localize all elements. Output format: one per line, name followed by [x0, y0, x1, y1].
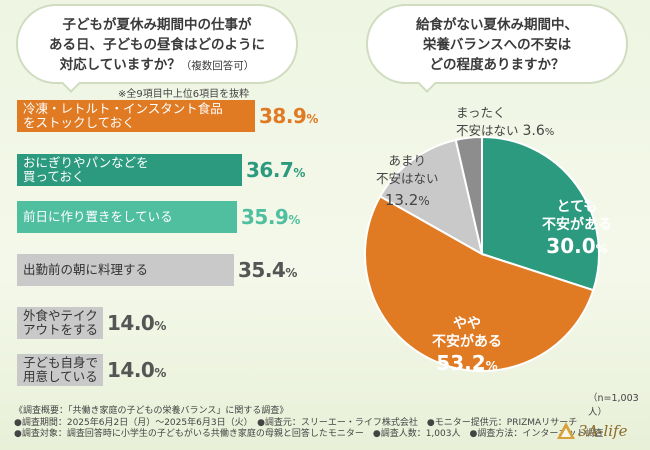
logo-triangle-icon	[557, 422, 575, 439]
percent-sign: %	[288, 213, 300, 227]
pie-slice-name: 不安はない 3.6%	[456, 123, 555, 139]
pie-slice-label: やや不安がある 53.2%	[432, 315, 502, 378]
bubble-tail	[61, 73, 81, 93]
left-question-bubble: 子どもが夏休み期間中の仕事が ある日、子どもの昼食はどのように 対応していますか…	[16, 4, 298, 93]
bar: 出勤前の朝に料理する	[17, 254, 234, 286]
bar-value-label: 38.9%	[259, 104, 318, 128]
percent-sign: %	[485, 359, 498, 373]
percent-sign: %	[595, 242, 608, 256]
percent-sign: %	[418, 194, 430, 208]
pie-slice	[481, 135, 600, 292]
percent-sign: %	[285, 266, 297, 280]
bar-label-line: 冷凍・レトルト・インスタント食品	[23, 101, 223, 116]
pie-slice-label: まったく不安はない 3.6%	[456, 104, 554, 142]
left-question-line: 子どもが夏休み期間中の仕事が	[62, 17, 252, 33]
pie-slice-name: まったく	[456, 105, 506, 120]
pie-chart: とても 不安がある 30.0% やや 不安がある 53.2% あまり 不安はない 13.2% まっ…	[360, 90, 650, 390]
bar-label-line: 前日に作り置きをしている	[23, 209, 173, 224]
survey-line: ●調査期間：2025年6月2日（月）～2025年6月3日（火） ●調査元：スリー…	[14, 417, 578, 428]
bar-value-label: 35.4%	[238, 258, 297, 282]
pie-slice-name: 不安はない	[376, 171, 439, 186]
right-question-line: 栄養バランスへの不安は	[422, 37, 572, 53]
bar: おにぎりやパンなどを 買っておく	[17, 154, 242, 186]
pie-slice	[454, 135, 483, 255]
bar-value-label: 14.0%	[107, 311, 166, 335]
left-question-line-text: 対応していますか？	[59, 57, 181, 73]
survey-line: 《調査概要：「共働き家庭の子どもの栄養バランス」に関する調査》	[14, 406, 289, 416]
bar-label: 出勤前の朝に料理する	[23, 263, 148, 277]
brand-logo: 3A-life	[556, 420, 627, 442]
pie-slice	[378, 138, 484, 256]
bar-label: 外食やテイクアウトをする	[23, 309, 103, 337]
pie-slice-name: あまり	[388, 153, 427, 168]
left-question-line: ある日、子どもの昼食はどのように	[49, 37, 265, 53]
bar-label-line: をストックしておく	[23, 115, 135, 130]
bar: 外食やテイクアウトをする	[17, 307, 103, 339]
bar-label-line: 外食やテイクアウトをする	[23, 308, 99, 337]
right-question-line: どの程度ありますか？	[429, 57, 565, 73]
sample-size: （n=1,003人）	[588, 393, 639, 418]
percent-sign: %	[293, 166, 305, 180]
survey-line: ●調査対象：調査回答時に小学生の子どもがいる共働き家庭の母親と回答したモニター …	[14, 429, 604, 439]
pie-slice-name: やや	[453, 316, 481, 332]
left-question-line: 対応していますか？（複数回答可）	[18, 55, 296, 76]
pie-slice-value: 53.2%	[436, 351, 498, 375]
bar-label: 前日に作り置きをしている	[23, 210, 173, 224]
survey-overview: 《調査概要：「共働き家庭の子どもの栄養バランス」に関する調査》 ●調査期間：20…	[14, 406, 603, 441]
pie-slice-label: あまり不安はない 13.2%	[376, 152, 439, 213]
bar-label-line: 子ども自身で用意している	[23, 355, 99, 384]
pie-slice	[364, 194, 595, 372]
bar: 子ども自身で用意している	[17, 354, 103, 386]
bar: 冷凍・レトルト・インスタント食品 をストックしておく	[17, 100, 255, 132]
bar-chart-note: ※全9項目中上位6項目を抜粋	[118, 89, 250, 100]
pie-slice-value: 3.6%	[522, 123, 555, 139]
pie-chart-svg	[364, 135, 600, 372]
bar-label: おにぎりやパンなどを 買っておく	[23, 156, 149, 184]
bar-label-line: おにぎりやパンなどを	[23, 155, 149, 170]
percent-sign: %	[544, 127, 555, 138]
percent-sign: %	[306, 112, 318, 126]
pie-slice-name: 不安がある	[542, 217, 612, 233]
bar-value-label: 14.0%	[107, 358, 166, 382]
pie-slice-name: とても	[556, 199, 598, 215]
bar-label-line: 買っておく	[23, 169, 85, 184]
bar-label: 冷凍・レトルト・インスタント食品 をストックしておく	[23, 102, 223, 130]
percent-sign: %	[154, 366, 166, 380]
bar: 前日に作り置きをしている	[17, 201, 237, 233]
bar-value-label: 35.9%	[241, 205, 300, 229]
bar-label-line: 出勤前の朝に料理する	[23, 262, 149, 277]
pie-slice-name: 不安がある	[432, 334, 502, 350]
pie-slice-label: とても不安がある 30.0%	[542, 198, 612, 261]
pie-slice-value: 13.2%	[384, 191, 430, 209]
pie-slice-value: 30.0%	[546, 234, 608, 258]
bar-label: 子ども自身で用意している	[23, 356, 103, 384]
right-question-line: 給食がない夏休み期間中、	[416, 17, 578, 33]
bar-value-label: 36.7%	[246, 158, 305, 182]
percent-sign: %	[154, 319, 166, 333]
left-question-suffix: （複数回答可）	[180, 60, 255, 72]
right-question-bubble: 給食がない夏休み期間中、 栄養バランスへの不安は どの程度ありますか？	[366, 4, 628, 93]
logo-text: 3A-life	[578, 422, 628, 440]
